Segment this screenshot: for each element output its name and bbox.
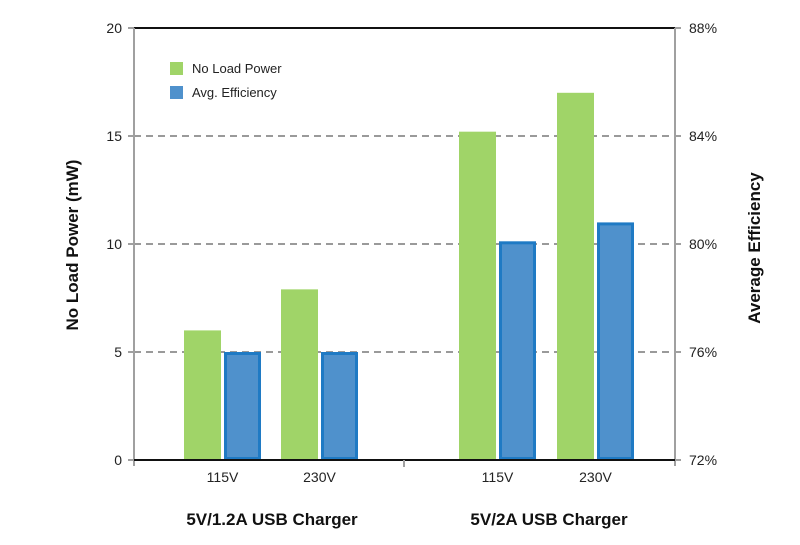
- category-label: 115V: [482, 469, 514, 485]
- right-tick-label: 88%: [689, 20, 717, 36]
- category-label: 230V: [303, 469, 336, 485]
- right-tick-labels: 72% 76% 80% 84% 88%: [689, 20, 717, 468]
- group-label: 5V/2A USB Charger: [470, 510, 628, 529]
- category-label: 230V: [579, 469, 612, 485]
- left-tick-label: 20: [106, 20, 122, 36]
- bar-avg-efficiency: [224, 352, 261, 460]
- left-tick-label: 5: [114, 344, 122, 360]
- bar-no-load-power: [184, 330, 221, 460]
- left-tick-label: 10: [106, 236, 122, 252]
- left-tick-label: 15: [106, 128, 122, 144]
- bar-no-load-power: [459, 131, 496, 460]
- left-axis-title: No Load Power (mW): [63, 160, 82, 331]
- legend-swatch: [170, 62, 183, 75]
- category-label: 115V: [207, 469, 239, 485]
- bar-no-load-power: [281, 289, 318, 460]
- axes: [128, 27, 681, 467]
- right-tick-label: 84%: [689, 128, 717, 144]
- category-labels: 115V 230V 115V 230V: [207, 469, 613, 485]
- bar-avg-efficiency: [321, 352, 358, 460]
- legend-swatch: [170, 86, 183, 99]
- bars: [184, 92, 634, 461]
- bar-avg-efficiency: [597, 222, 634, 460]
- bar-avg-efficiency: [499, 241, 536, 460]
- legend: No Load Power Avg. Efficiency: [170, 61, 282, 100]
- right-axis-title: Average Efficiency: [745, 172, 764, 324]
- right-tick-label: 80%: [689, 236, 717, 252]
- right-tick-label: 76%: [689, 344, 717, 360]
- group-labels: 5V/1.2A USB Charger 5V/2A USB Charger: [186, 510, 628, 529]
- right-tick-label: 72%: [689, 452, 717, 468]
- legend-label: Avg. Efficiency: [192, 85, 277, 100]
- left-tick-label: 0: [114, 452, 122, 468]
- left-tick-labels: 0 5 10 15 20: [106, 20, 122, 468]
- legend-label: No Load Power: [192, 61, 282, 76]
- bar-no-load-power: [557, 92, 594, 461]
- group-label: 5V/1.2A USB Charger: [186, 510, 358, 529]
